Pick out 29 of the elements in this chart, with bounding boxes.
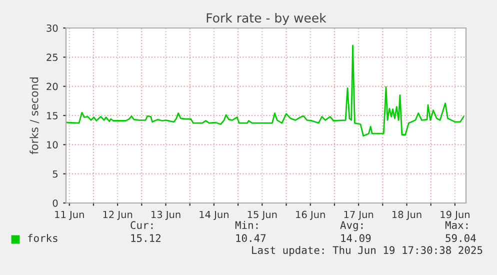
x-tick-label: 17 Jun: [344, 210, 374, 220]
text: Min:: [235, 220, 258, 229]
text: 59.04: [446, 234, 476, 242]
chart-title: Fork rate - by week: [206, 12, 326, 26]
text: Avg:: [340, 221, 363, 232]
y-tick-label: 30: [46, 24, 58, 32]
y-tick-label: 25: [46, 54, 58, 61]
y-tick-label: 10: [47, 141, 58, 148]
x-tick-label: 16 Jun: [296, 210, 325, 220]
text: Last update: Thu Jun 19 17:30:38 2025: [252, 246, 482, 256]
legend-label: forks: [28, 234, 58, 242]
text: Max:: [445, 221, 468, 230]
x-tick-label: 12 Jun: [103, 210, 132, 220]
x-tick-label: 14 Jun: [200, 210, 228, 220]
y-tick-label: 5: [52, 170, 58, 178]
text: Cur:: [130, 221, 153, 230]
y-tick-label: 20: [46, 82, 58, 90]
x-tick-label: 18 Jun: [392, 210, 422, 220]
text: 15.12: [131, 234, 160, 242]
x-tick-label: 11 Jun: [55, 210, 84, 220]
text: 10.47: [236, 234, 266, 242]
y-tick-label: 15: [47, 112, 58, 120]
x-tick-label: 19 Jun: [440, 210, 470, 220]
x-tick-label: 13 Jun: [152, 210, 180, 220]
x-tick-label: 15 Jun: [248, 210, 277, 220]
line-series: [66, 44, 464, 137]
text: 14.09: [341, 234, 371, 242]
y-tick-label: 0: [52, 199, 58, 207]
y-axis-title: forks / second: [30, 78, 40, 154]
